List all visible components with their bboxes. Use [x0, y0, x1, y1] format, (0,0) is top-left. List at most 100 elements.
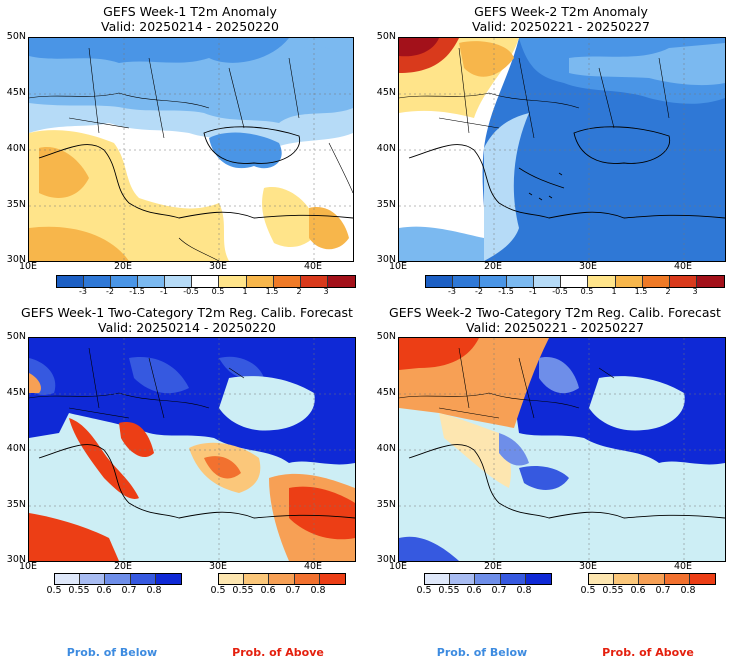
lat-label-35n-tl: 35N: [6, 199, 26, 210]
prob-label: 0.6: [260, 585, 276, 596]
anomaly-swatch-4: [507, 276, 535, 287]
lat-label-50n-tl: 50N: [6, 31, 26, 42]
anomaly-swatch-10: [669, 276, 697, 287]
anomaly-swatch-6: [192, 276, 220, 287]
panel-br-title-text: GEFS Week-2 Two-Category T2m Reg. Calib.…: [389, 305, 721, 320]
anomaly-label: 1.5: [265, 287, 279, 296]
map-week2-probability-svg: [399, 338, 725, 561]
prob-below-swatch-1: [55, 574, 81, 584]
anomaly-swatch-1: [426, 276, 454, 287]
anomaly-swatch-6: [561, 276, 589, 287]
prob-above-swatch-4: [664, 574, 690, 584]
lat-label-50n-tr: 50N: [376, 31, 396, 42]
prob-label: 0.55: [232, 585, 254, 596]
lon-label-40e-tr: 40E: [673, 261, 693, 272]
map-week1-probability: [28, 337, 356, 562]
anomaly-swatch-7: [588, 276, 616, 287]
lat-label-50n-bl: 50N: [6, 331, 26, 342]
prob-below-swatch-5: [155, 574, 181, 584]
prob-above-colorbar-week2: [588, 573, 716, 585]
prob-above-swatch-5: [689, 574, 715, 584]
lat-label-45n-bl: 45N: [6, 387, 26, 398]
lon-label-30e-br: 30E: [578, 561, 598, 572]
lat-label-30n-br: 30N: [376, 554, 396, 565]
prob-label: 0.8: [146, 585, 162, 596]
prob-below-caption-week2: Prob. of Below: [436, 646, 528, 659]
lat-label-40n-bl: 40N: [6, 443, 26, 454]
prob-label: 0.7: [121, 585, 137, 596]
prob-above-swatch-3: [639, 574, 665, 584]
map-week2-anomaly: [398, 37, 726, 262]
anomaly-swatch-3: [480, 276, 508, 287]
prob-below-colorbar-week2: [424, 573, 552, 585]
lon-label-10e-br: 10E: [388, 561, 408, 572]
anomaly-label: 2: [296, 287, 302, 296]
prob-label: 0.8: [516, 585, 532, 596]
panel-bl-title: GEFS Week-1 Two-Category T2m Reg. Calib.…: [4, 305, 370, 335]
anomaly-swatch-10: [300, 276, 328, 287]
prob-below-caption-week1: Prob. of Below: [66, 646, 158, 659]
lat-label-30n-tl: 30N: [6, 254, 26, 265]
anomaly-colorbar-week1: [56, 275, 356, 288]
lat-label-30n-bl: 30N: [6, 554, 26, 565]
prob-above-swatch-5: [319, 574, 345, 584]
anomaly-label: 3: [323, 287, 329, 296]
anomaly-label: -2: [475, 287, 483, 296]
prob-label: 0.8: [680, 585, 696, 596]
panel-tl-valid: Valid: 20250214 - 20250220: [100, 19, 279, 34]
prob-label: 0.5: [580, 585, 596, 596]
prob-label: 0.5: [416, 585, 432, 596]
anomaly-label: 1: [611, 287, 617, 296]
lon-label-30e-tr: 30E: [578, 261, 598, 272]
anomaly-swatch-3: [111, 276, 139, 287]
prob-below-swatch-3: [105, 574, 131, 584]
prob-label: 0.7: [655, 585, 671, 596]
prob-above-swatch-1: [589, 574, 615, 584]
lat-label-35n-tr: 35N: [376, 199, 396, 210]
anomaly-label: 0.5: [580, 287, 594, 296]
map-week2-anomaly-svg: [399, 38, 725, 261]
lat-label-35n-bl: 35N: [6, 499, 26, 510]
lon-label-40e-bl: 40E: [303, 561, 323, 572]
prob-label: 0.8: [310, 585, 326, 596]
anomaly-label: -0.5: [552, 287, 568, 296]
anomaly-label: -3: [448, 287, 456, 296]
anomaly-label: -1: [529, 287, 537, 296]
anomaly-swatch-1: [57, 276, 85, 287]
panel-tl-title: GEFS Week-1 T2m Anomaly Valid: 20250214 …: [28, 4, 352, 34]
prob-above-colorbar-week1: [218, 573, 346, 585]
lon-label-40e-br: 40E: [673, 561, 693, 572]
prob-below-swatch-5: [525, 574, 551, 584]
prob-label: 0.6: [466, 585, 482, 596]
anomaly-label: 3: [692, 287, 698, 296]
prob-label: 0.7: [285, 585, 301, 596]
lon-label-10e-bl: 10E: [18, 561, 38, 572]
lat-label-45n-tr: 45N: [376, 87, 396, 98]
lat-label-35n-br: 35N: [376, 499, 396, 510]
anomaly-label: 1.5: [634, 287, 648, 296]
prob-label: 0.5: [46, 585, 62, 596]
panel-tr-valid: Valid: 20250221 - 20250227: [471, 19, 650, 34]
anomaly-label: -0.5: [183, 287, 199, 296]
prob-label: 0.6: [96, 585, 112, 596]
prob-below-colorbar-week1: [54, 573, 182, 585]
map-week1-anomaly: [28, 37, 354, 262]
lon-label-10e-tr: 10E: [388, 261, 408, 272]
anomaly-label: 0.5: [211, 287, 225, 296]
panel-tr-title: GEFS Week-2 T2m Anomaly Valid: 20250221 …: [398, 4, 724, 34]
map-week1-probability-svg: [29, 338, 355, 561]
prob-below-swatch-1: [425, 574, 451, 584]
anomaly-swatch-7: [219, 276, 247, 287]
anomaly-swatch-8: [615, 276, 643, 287]
prob-above-caption-week1: Prob. of Above: [232, 646, 324, 659]
panel-br-valid: Valid: 20250221 - 20250227: [465, 320, 644, 335]
prob-below-swatch-4: [500, 574, 526, 584]
lon-label-30e-tl: 30E: [208, 261, 228, 272]
anomaly-label: 1: [242, 287, 248, 296]
prob-label: 0.55: [602, 585, 624, 596]
anomaly-label: 2: [665, 287, 671, 296]
prob-below-swatch-4: [130, 574, 156, 584]
panel-tl-title-text: GEFS Week-1 T2m Anomaly: [103, 4, 277, 19]
prob-below-swatch-2: [450, 574, 476, 584]
anomaly-swatch-2: [453, 276, 481, 287]
